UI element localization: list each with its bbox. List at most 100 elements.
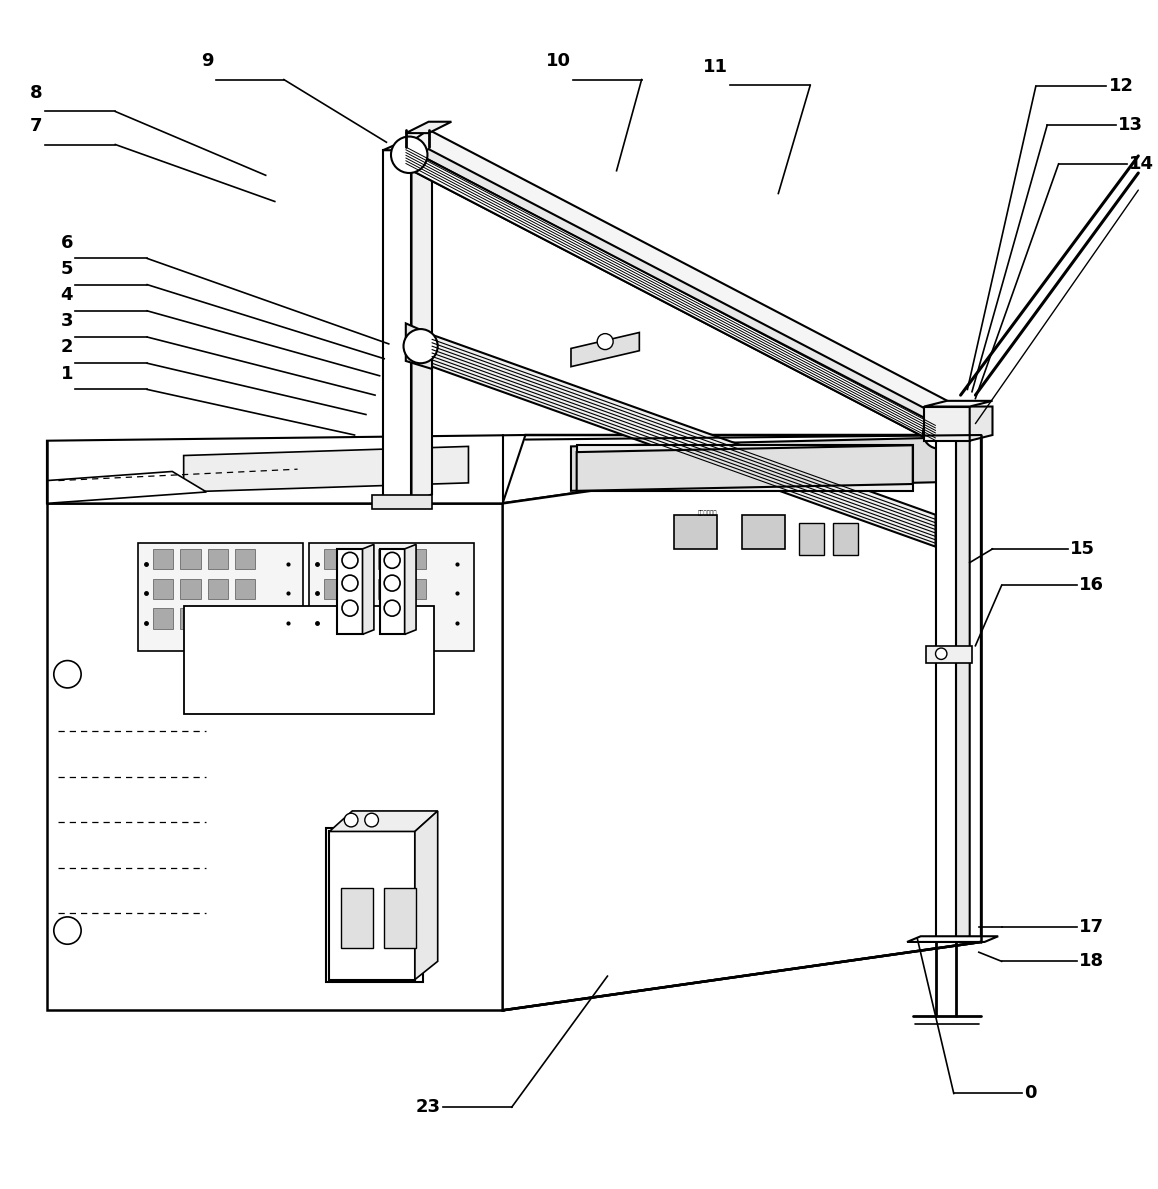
Text: 充液量光电组: 充液量光电组 [698, 510, 718, 516]
Bar [924, 407, 969, 441]
Bar [181, 579, 200, 599]
Bar [380, 549, 404, 635]
Text: 1: 1 [60, 365, 73, 383]
Bar [351, 579, 372, 599]
Polygon shape [327, 828, 423, 982]
Text: 0: 0 [1025, 1084, 1036, 1102]
Polygon shape [47, 503, 503, 1011]
Circle shape [598, 334, 613, 350]
Bar [324, 549, 344, 570]
Bar [138, 543, 303, 652]
Polygon shape [362, 545, 374, 635]
Text: 3: 3 [60, 313, 73, 331]
Circle shape [342, 553, 358, 568]
Bar [235, 549, 256, 570]
Polygon shape [503, 435, 981, 1011]
Bar [577, 445, 913, 491]
Circle shape [403, 329, 438, 364]
Bar [181, 549, 200, 570]
Text: 6: 6 [60, 233, 73, 252]
Bar [324, 608, 344, 629]
Polygon shape [47, 435, 526, 503]
Bar [674, 515, 717, 549]
Polygon shape [571, 438, 959, 491]
Circle shape [344, 813, 358, 826]
Bar [235, 579, 256, 599]
Circle shape [384, 575, 401, 591]
Bar [405, 608, 426, 629]
Polygon shape [403, 146, 936, 443]
Bar [926, 646, 972, 662]
Bar [153, 549, 174, 570]
Bar [372, 496, 432, 509]
Bar [351, 549, 372, 570]
Bar [184, 606, 434, 715]
Bar [405, 579, 426, 599]
Bar [340, 888, 373, 948]
Bar [379, 608, 400, 629]
Polygon shape [403, 149, 959, 443]
Bar [207, 549, 228, 570]
Bar [383, 150, 411, 503]
Circle shape [53, 661, 81, 688]
Text: 5: 5 [60, 260, 73, 278]
Bar [379, 579, 400, 599]
Polygon shape [577, 445, 913, 491]
Text: 15: 15 [1070, 540, 1095, 558]
Circle shape [342, 575, 358, 591]
Text: 16: 16 [1079, 577, 1104, 594]
Bar [207, 608, 228, 629]
Text: 7: 7 [30, 118, 43, 136]
Circle shape [384, 600, 401, 616]
Bar [181, 608, 200, 629]
Bar [384, 888, 416, 948]
Text: 17: 17 [1079, 918, 1104, 936]
Bar [379, 549, 400, 570]
Bar [153, 579, 174, 599]
Circle shape [923, 417, 955, 448]
Text: 2: 2 [60, 339, 73, 357]
Text: 11: 11 [703, 58, 728, 76]
Bar [153, 608, 174, 629]
Bar [337, 549, 362, 635]
Text: 23: 23 [416, 1099, 441, 1116]
Polygon shape [969, 407, 992, 441]
Bar [799, 523, 823, 554]
Polygon shape [404, 545, 416, 635]
Polygon shape [405, 121, 452, 133]
Circle shape [936, 648, 947, 660]
Bar [936, 435, 957, 942]
Polygon shape [403, 130, 959, 423]
Polygon shape [411, 141, 432, 503]
Text: 10: 10 [545, 52, 571, 70]
Text: 8: 8 [30, 84, 43, 102]
Bar [330, 831, 415, 980]
Bar [405, 549, 426, 570]
Polygon shape [47, 435, 981, 503]
Circle shape [384, 553, 401, 568]
Circle shape [365, 813, 379, 826]
Polygon shape [383, 141, 432, 150]
Bar [351, 608, 372, 629]
Polygon shape [571, 333, 639, 366]
Polygon shape [47, 472, 206, 503]
Polygon shape [184, 446, 469, 492]
Text: 13: 13 [1117, 117, 1143, 134]
Bar [324, 579, 344, 599]
Polygon shape [907, 936, 998, 942]
Bar [742, 515, 785, 549]
Text: 18: 18 [1079, 952, 1105, 970]
Polygon shape [330, 811, 438, 831]
Polygon shape [957, 429, 969, 942]
Bar [309, 543, 474, 652]
Circle shape [391, 137, 427, 172]
Text: 4: 4 [60, 287, 73, 304]
Polygon shape [924, 401, 992, 407]
Bar [833, 523, 858, 554]
Polygon shape [405, 323, 432, 369]
Text: 9: 9 [200, 52, 213, 70]
Circle shape [53, 917, 81, 944]
Text: 14: 14 [1129, 155, 1155, 172]
Bar [207, 579, 228, 599]
Text: 12: 12 [1108, 77, 1134, 95]
